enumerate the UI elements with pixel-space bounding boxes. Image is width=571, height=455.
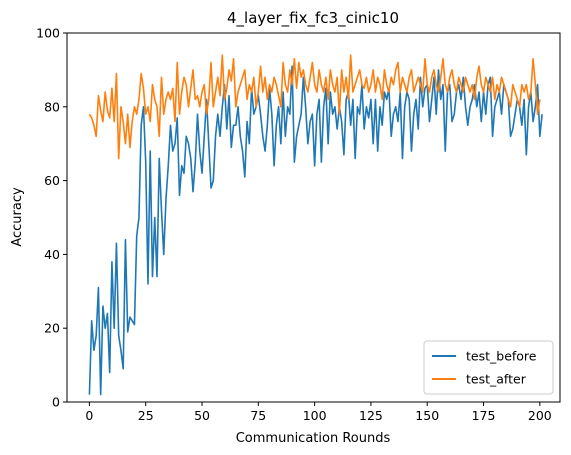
y-axis-label: Accuracy [10, 187, 25, 247]
x-tick-label: 100 [303, 408, 327, 423]
x-tick-label: 50 [194, 408, 210, 423]
x-tick-label: 75 [250, 408, 266, 423]
legend-box [423, 340, 554, 395]
chart-title: 4_layer_fix_fc3_cinic10 [227, 9, 399, 28]
legend: test_before test_after [423, 340, 554, 395]
y-tick-label: 60 [44, 173, 60, 188]
x-axis-label: Communication Rounds [236, 431, 391, 446]
x-tick-label: 25 [138, 408, 154, 423]
y-tick-label: 40 [44, 247, 60, 262]
y-axis-ticks: 0 20 40 60 80 100 [36, 26, 67, 410]
plot-frame [66, 32, 561, 403]
y-tick-label: 100 [36, 26, 60, 41]
y-tick-label: 20 [44, 321, 60, 336]
series-line-test-after [88, 54, 541, 160]
series-line-test-before [88, 65, 543, 396]
x-tick-label: 150 [415, 408, 439, 423]
x-tick-label: 125 [359, 408, 383, 423]
legend-label: test_after [466, 372, 527, 387]
x-tick-label: 200 [528, 408, 552, 423]
x-axis-ticks: 0 25 50 75 100 125 150 175 200 [85, 402, 552, 423]
x-tick-label: 175 [472, 408, 496, 423]
y-tick-label: 0 [52, 395, 60, 410]
legend-label: test_before [466, 349, 537, 364]
y-tick-label: 80 [44, 99, 60, 114]
plot-lines [88, 54, 543, 396]
x-tick-label: 0 [85, 408, 93, 423]
